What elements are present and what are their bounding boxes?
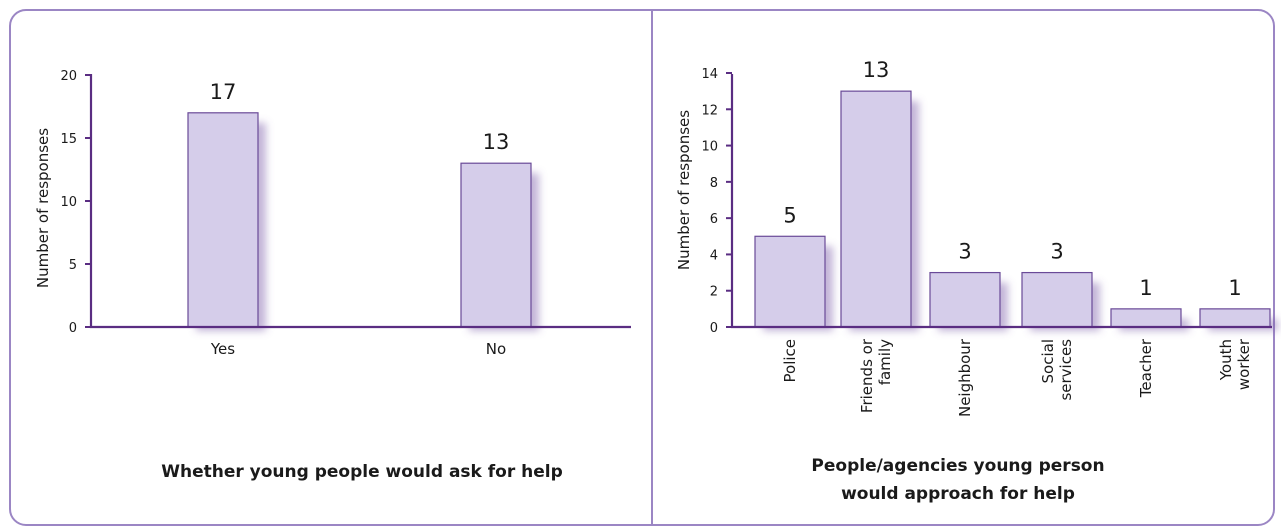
- category-label: Teacher: [1137, 338, 1155, 398]
- category-label: worker: [1235, 338, 1253, 390]
- panel-title: Whether young people would ask for help: [161, 462, 563, 482]
- y-tick-label: 0: [69, 321, 77, 336]
- y-tick-label: 6: [710, 212, 718, 227]
- bars: [754, 90, 1271, 328]
- bar: [929, 271, 1001, 328]
- y-tick-label: 14: [701, 67, 718, 82]
- category-labels: Police Friends or family Neighbour Social ser…: [781, 338, 1253, 417]
- data-label: 13: [483, 130, 510, 154]
- y-tick-label: 10: [60, 195, 77, 210]
- y-tick-label: 20: [60, 69, 77, 84]
- y-tick-label: 10: [701, 140, 718, 155]
- bar: [187, 112, 259, 328]
- y-tick-label: 15: [60, 132, 77, 147]
- y-axis-label: Number of responses: [675, 110, 693, 270]
- bar: [460, 162, 532, 328]
- data-label: 13: [863, 58, 890, 82]
- panel-title: People/agencies young person would approa…: [811, 456, 1104, 504]
- chart-panel-approach-for-help: 0 2 4 6 8 10 12 14 5 13 3 3 1 1 Police Friends or fami…: [675, 58, 1278, 504]
- figure-frame: [9, 9, 1275, 526]
- category-label: services: [1057, 339, 1075, 401]
- category-label: No: [486, 340, 506, 358]
- bar: [840, 90, 912, 328]
- data-label: 1: [1139, 276, 1152, 300]
- data-label: 1: [1228, 276, 1241, 300]
- category-label: Yes: [210, 340, 235, 358]
- y-tick-label: 5: [69, 258, 77, 273]
- bars: [187, 112, 532, 328]
- category-labels: Yes No: [210, 340, 506, 358]
- y-tick-label: 2: [710, 285, 718, 300]
- y-tick-label: 0: [710, 321, 718, 336]
- axes: [730, 74, 1272, 329]
- category-label: Youth: [1217, 339, 1235, 381]
- bar: [1199, 308, 1271, 328]
- panel-title-line: People/agencies young person: [811, 456, 1104, 476]
- data-label: 17: [210, 80, 237, 104]
- y-tick-label: 12: [701, 103, 718, 118]
- data-label: 3: [958, 240, 971, 264]
- data-label: 3: [1050, 240, 1063, 264]
- y-tick-label: 8: [710, 176, 718, 191]
- y-tick-label: 4: [710, 248, 718, 263]
- bar: [1021, 271, 1093, 328]
- category-label: Social: [1039, 339, 1057, 383]
- category-label: Police: [781, 339, 799, 383]
- data-label: 5: [783, 203, 796, 227]
- panel-title-line: would approach for help: [841, 484, 1075, 504]
- bar: [1110, 308, 1182, 328]
- category-label: Neighbour: [956, 338, 974, 417]
- bar: [754, 235, 826, 328]
- axes: [89, 74, 631, 329]
- category-label: Friends or: [858, 338, 876, 413]
- category-label: family: [876, 339, 894, 385]
- y-axis-ticks: 0 5 10 15 20: [60, 69, 91, 336]
- data-labels: 5 13 3 3 1 1: [783, 58, 1241, 300]
- y-axis-label: Number of responses: [34, 128, 52, 288]
